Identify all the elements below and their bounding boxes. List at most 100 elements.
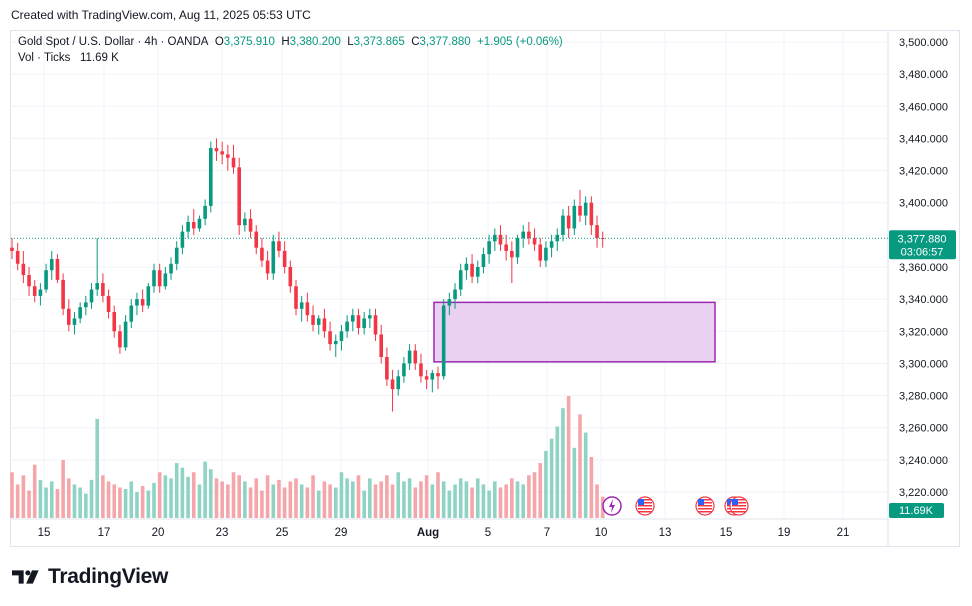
candle-body: [157, 270, 162, 287]
candle-body: [521, 231, 525, 239]
event-bolt-icon[interactable]: [602, 496, 622, 516]
volume-bar: [140, 485, 145, 518]
candle-body: [561, 215, 565, 235]
candle-body: [89, 289, 94, 303]
volume-bar: [561, 408, 565, 518]
volume-bar: [510, 478, 514, 518]
candle-body: [38, 289, 43, 296]
volume-bar: [373, 484, 378, 518]
volume-bar: [84, 493, 88, 518]
tradingview-brand[interactable]: TradingView: [12, 565, 168, 589]
volume-bar: [316, 490, 321, 518]
candle-body: [288, 267, 293, 287]
candle-body: [470, 263, 474, 277]
candle-body: [254, 231, 259, 248]
volume-bar: [260, 490, 264, 518]
volume-bar: [527, 475, 531, 518]
x-tick-label: 13: [659, 527, 672, 539]
volume-bar: [328, 484, 332, 518]
volume-bar: [419, 481, 423, 518]
volume-bar: [10, 472, 14, 518]
candle-body: [123, 321, 128, 348]
x-tick-label: 5: [485, 527, 491, 539]
volume-bar: [237, 475, 241, 518]
countdown-label: 03:06:57: [901, 246, 944, 258]
candle-body: [186, 222, 190, 232]
x-tick-label: 7: [544, 527, 550, 539]
volume-value: 11.69 K: [80, 52, 119, 64]
volume-bar: [572, 447, 577, 518]
last-volume-badge: [889, 503, 944, 518]
candle-body: [595, 225, 599, 239]
volume-bar: [277, 479, 281, 518]
volume-bar: [67, 478, 71, 518]
volume-label[interactable]: Vol · Ticks: [18, 52, 71, 64]
volume-bar: [157, 472, 162, 518]
us-flag-event-icon[interactable]: [729, 496, 749, 516]
candle-body: [322, 318, 327, 332]
y-tick-label: 3,460.000: [899, 101, 948, 113]
candle-body: [294, 286, 298, 309]
volume-bar: [322, 481, 327, 518]
x-tick-label: 17: [98, 527, 111, 539]
candle-body: [549, 241, 554, 248]
candle-body: [515, 238, 520, 258]
volume-bar: [163, 475, 168, 518]
x-tick-label: 21: [837, 527, 850, 539]
volume-bar: [424, 475, 429, 518]
x-tick-label: Aug: [417, 527, 439, 539]
volume-bar: [493, 481, 497, 518]
candle-body: [226, 154, 230, 158]
chart-frame[interactable]: [10, 30, 960, 547]
volume-bar: [458, 478, 463, 518]
volume-bar: [368, 478, 372, 518]
candle-body: [277, 241, 281, 251]
candle-body: [265, 260, 270, 274]
volume-bar: [197, 484, 202, 518]
volume-bar: [299, 484, 304, 518]
volume-bar: [123, 489, 128, 518]
candle-body: [203, 205, 207, 219]
volume-bar: [231, 472, 236, 518]
symbol-title[interactable]: Gold Spot / U.S. Dollar · 4h · OANDA: [18, 36, 209, 48]
candle-body: [475, 267, 480, 277]
candle-body: [589, 202, 594, 226]
volume-bar: [191, 472, 196, 518]
candle-body: [390, 379, 395, 390]
volume-bar: [555, 426, 560, 518]
candle-body: [49, 258, 54, 271]
volume-bar: [407, 478, 412, 518]
candle-body: [163, 273, 168, 287]
volume-bar: [356, 475, 361, 518]
us-flag-event-icon[interactable]: [635, 496, 655, 516]
last-price-badge: [889, 230, 956, 260]
volume-bar: [180, 467, 185, 518]
candle-body: [311, 315, 315, 325]
candle-body: [373, 315, 378, 335]
brand-name: TradingView: [48, 565, 169, 588]
candle-body: [368, 315, 372, 319]
volume-bar: [209, 469, 213, 518]
candle-body: [135, 299, 139, 306]
y-tick-label: 3,360.000: [899, 262, 948, 274]
candle-body: [424, 376, 429, 380]
volume-bar: [61, 460, 65, 518]
candle-body: [566, 215, 571, 229]
candle-body: [21, 263, 26, 276]
volume-bar: [220, 481, 224, 518]
y-tick-label: 3,300.000: [899, 358, 948, 370]
volume-bar: [21, 475, 26, 518]
candle-body: [379, 334, 383, 357]
candle-body: [385, 357, 389, 380]
candle-body: [510, 250, 514, 258]
candle-body: [118, 331, 122, 348]
volume-bar: [413, 487, 418, 518]
y-tick-label: 3,220.000: [899, 487, 948, 499]
us-flag-event-icon[interactable]: [695, 496, 715, 516]
candle-body: [430, 373, 435, 380]
candle-body: [129, 305, 134, 322]
high-label: H: [281, 36, 290, 48]
candle-body: [487, 241, 491, 255]
candle-body: [305, 302, 310, 316]
